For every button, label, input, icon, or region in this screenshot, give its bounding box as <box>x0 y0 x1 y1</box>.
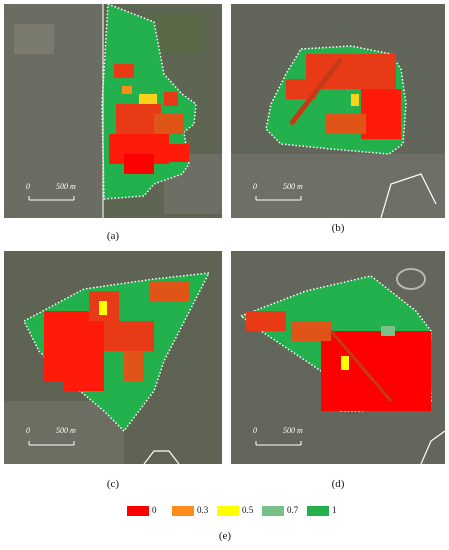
scale-label-b: 500 m <box>283 182 303 191</box>
map-panel-b: 0 500 m <box>231 4 445 218</box>
scale-zero-d: 0 <box>253 426 257 435</box>
legend-label-2: 0.5 <box>242 505 254 515</box>
map-panel-d: 0 500 m <box>231 251 445 464</box>
scale-label-c: 500 m <box>56 426 76 435</box>
legend-label-3: 0.7 <box>287 505 299 515</box>
scale-zero-c: 0 <box>26 426 30 435</box>
scale-label-d: 500 m <box>283 426 303 435</box>
legend-label-4: 1 <box>332 505 337 515</box>
legend-swatch-4 <box>307 506 329 516</box>
map-panel-c: 0 500 m <box>4 251 222 464</box>
scale-zero-b: 0 <box>253 182 257 191</box>
legend-swatch-1 <box>172 506 194 516</box>
map-panel-a: 0 500 m <box>4 4 222 218</box>
panel-label-a: (a) <box>106 230 120 242</box>
panel-label-c: (c) <box>106 478 120 490</box>
legend-swatch-3 <box>262 506 284 516</box>
scale-zero-a: 0 <box>26 182 30 191</box>
legend-label-0: 0 <box>152 505 157 515</box>
panel-label-d: (d) <box>331 478 345 490</box>
legend-caption: (e) <box>218 530 232 542</box>
legend-swatch-0 <box>127 506 149 516</box>
scale-label-a: 500 m <box>56 182 76 191</box>
panel-label-b: (b) <box>331 222 345 234</box>
legend-swatch-2 <box>217 506 239 516</box>
legend-label-1: 0.3 <box>197 505 209 515</box>
